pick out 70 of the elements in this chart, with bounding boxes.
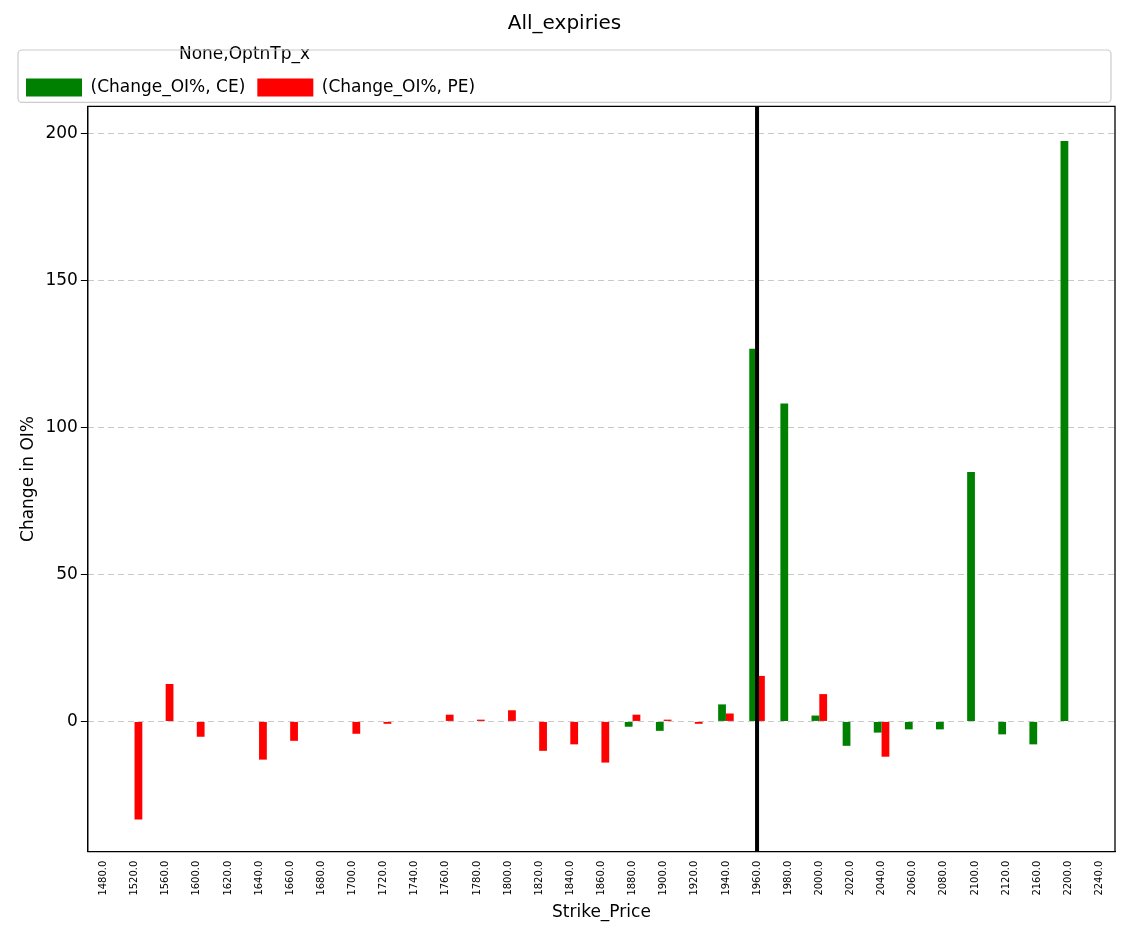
bar — [718, 704, 726, 721]
bar — [165, 684, 174, 721]
x-tick-label: 1620.0 — [221, 860, 233, 896]
x-tick-label: 1840.0 — [563, 860, 575, 896]
x-tick-label: 1740.0 — [408, 860, 420, 896]
bar — [819, 694, 828, 721]
bar — [539, 721, 547, 751]
y-tick-label: 50 — [56, 562, 78, 583]
bar — [780, 403, 789, 721]
x-tick-label: 1920.0 — [688, 860, 700, 896]
x-tick-label: 1780.0 — [470, 860, 482, 896]
x-tick-label: 1760.0 — [439, 860, 451, 896]
x-tick-label: 1940.0 — [719, 860, 731, 896]
chart-title: All_expiries — [507, 10, 622, 35]
bar — [881, 721, 890, 757]
y-tick-label: 0 — [67, 709, 78, 730]
x-tick-label: 1680.0 — [314, 860, 326, 896]
x-tick-label: 1660.0 — [283, 860, 295, 896]
bar — [601, 721, 610, 763]
x-tick-label: 2000.0 — [812, 860, 824, 896]
x-tick-label: 2020.0 — [844, 860, 856, 896]
bar — [936, 721, 944, 730]
bar — [842, 721, 851, 746]
y-tick-label: 100 — [45, 416, 78, 436]
x-tick-label: 2060.0 — [906, 860, 918, 896]
bar — [196, 721, 205, 737]
y-tick-label: 150 — [45, 269, 78, 290]
x-tick-label: 2100.0 — [968, 860, 980, 896]
bar — [134, 721, 143, 820]
bar — [873, 721, 882, 733]
x-tick-label: 2080.0 — [937, 860, 949, 896]
bar — [570, 721, 579, 745]
bar — [904, 721, 913, 730]
x-axis-title: Strike_Price — [552, 901, 651, 923]
x-tick-label: 2240.0 — [1093, 860, 1105, 896]
bar — [624, 721, 633, 727]
x-tick-label: 1860.0 — [595, 860, 607, 896]
legend-title: None,OptnTp_x — [178, 42, 311, 64]
bar — [967, 471, 975, 721]
bar — [352, 721, 361, 734]
bar — [508, 710, 516, 721]
x-tick-label: 1640.0 — [252, 860, 264, 896]
bar — [1060, 141, 1069, 721]
x-tick-label: 2160.0 — [1030, 860, 1042, 896]
x-tick-label: 1980.0 — [781, 860, 793, 896]
x-tick-label: 1560.0 — [159, 860, 171, 896]
x-tick-label: 2040.0 — [875, 860, 887, 896]
x-tick-label: 1600.0 — [190, 860, 202, 896]
x-tick-label: 2120.0 — [999, 860, 1011, 896]
bar — [655, 721, 664, 731]
x-tick-label: 1480.0 — [97, 860, 108, 896]
bar — [725, 713, 734, 721]
bar — [290, 721, 298, 741]
x-tick-label: 1720.0 — [377, 860, 389, 896]
x-tick-label: 2200.0 — [1061, 860, 1073, 896]
bar — [259, 721, 267, 760]
x-tick-label: 1880.0 — [626, 860, 638, 896]
y-tick-label: 200 — [45, 122, 78, 143]
bar — [445, 714, 454, 721]
x-tick-label: 1520.0 — [128, 860, 140, 896]
bar — [1029, 721, 1038, 745]
x-tick-label: 1800.0 — [501, 860, 513, 896]
x-tick-label: 1820.0 — [532, 860, 544, 896]
bar — [998, 721, 1007, 735]
legend-label: (Change_OI%, PE) — [321, 75, 476, 97]
x-tick-label: 1960.0 — [750, 860, 762, 896]
legend-label: (Change_OI%, CE) — [90, 75, 246, 97]
x-tick-label: 1900.0 — [657, 860, 669, 896]
y-axis-title: Change in OI% — [16, 416, 37, 542]
x-tick-label: 1700.0 — [346, 860, 358, 896]
